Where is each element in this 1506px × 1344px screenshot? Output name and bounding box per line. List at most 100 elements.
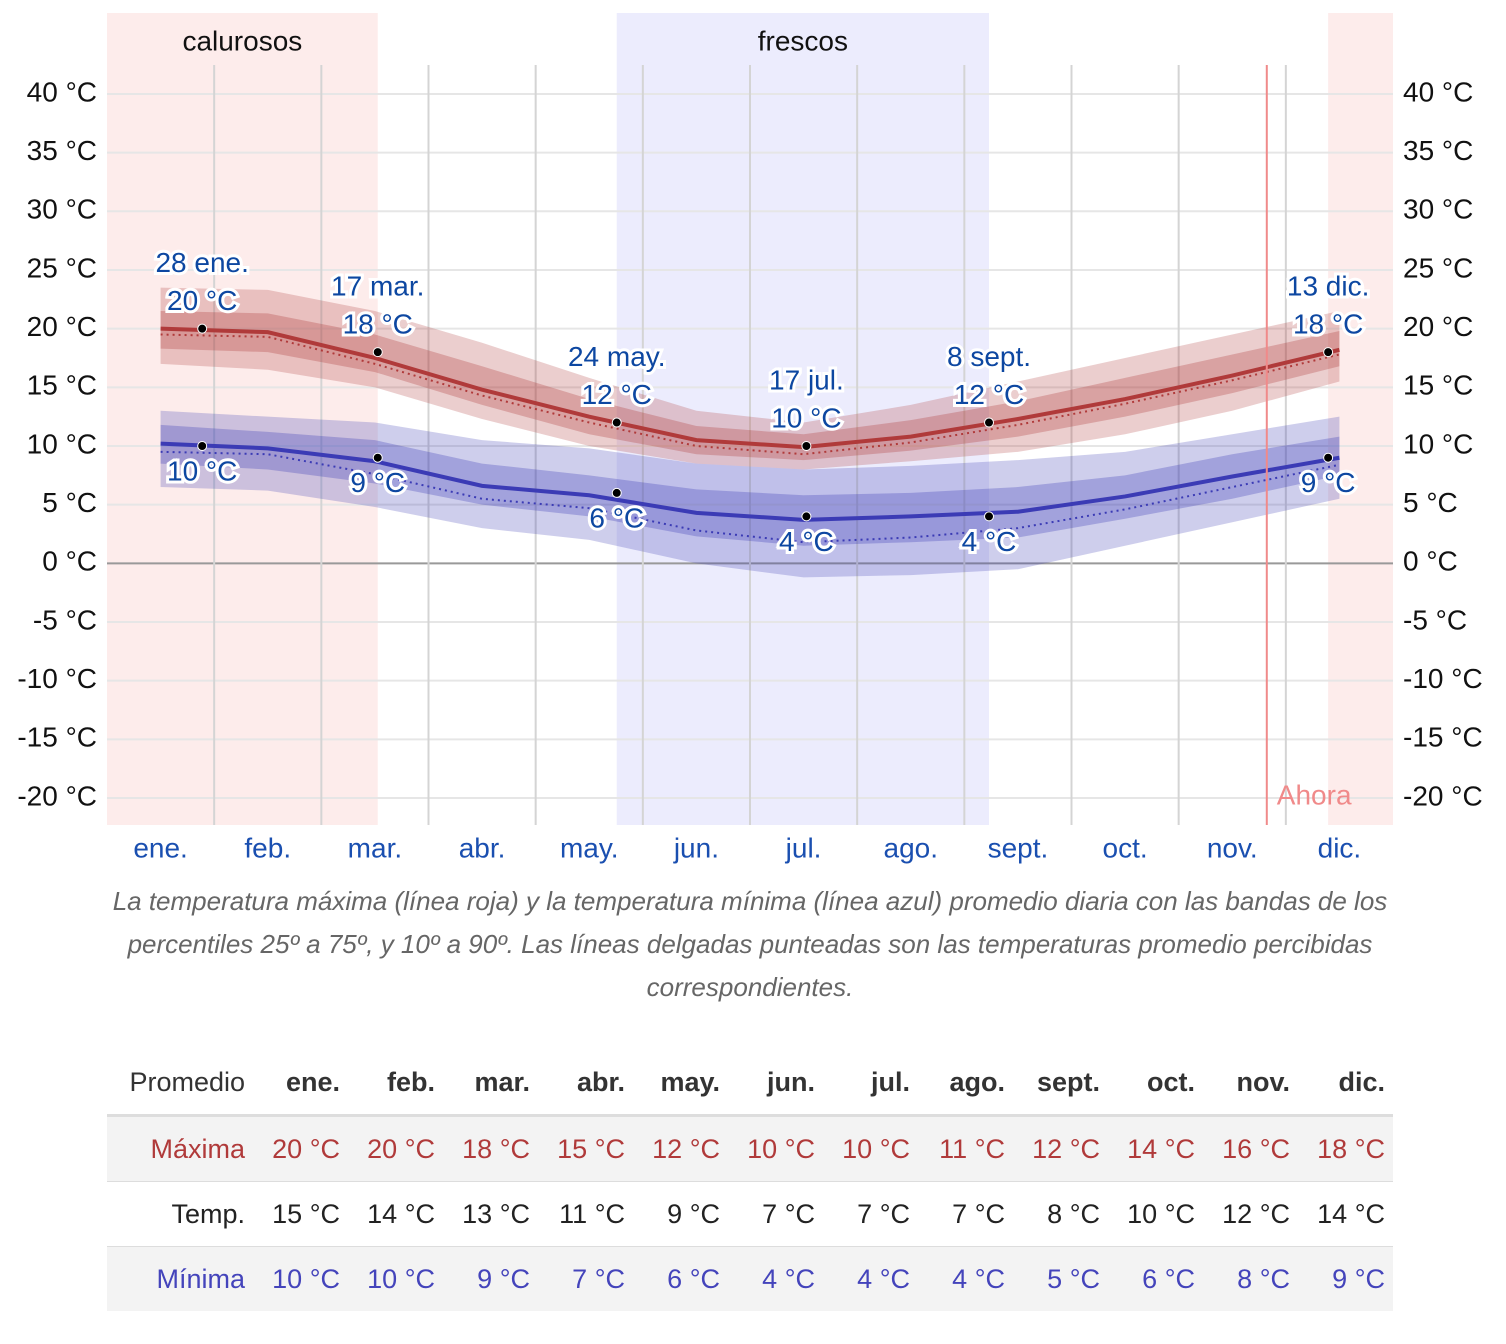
table-cell: 14 °C — [1317, 1198, 1385, 1229]
table-cell: 5 °C — [1047, 1263, 1100, 1294]
row-label: Temp. — [171, 1198, 245, 1229]
y-tick-label: -15 °C — [17, 722, 97, 753]
annotation-value: 4 °C — [962, 526, 1017, 557]
table-body: Máxima 20 °C 20 °C 18 °C 15 °C 12 °C 10 °C 10 °… — [107, 1115, 1393, 1311]
y-tick-label: 25 °C — [27, 252, 97, 283]
annotation-value: 20 °C — [167, 285, 237, 316]
table-header-cell: abr. — [538, 1050, 633, 1117]
row-label: Máxima — [150, 1133, 245, 1164]
annotation-value: 6 °C — [589, 502, 644, 533]
y-tick-label: -20 °C — [17, 780, 97, 811]
table-cell: 11 °C — [559, 1198, 625, 1229]
series-line — [160, 326, 1340, 450]
x-tick-label: ene. — [133, 832, 188, 863]
season-label: calurosos — [182, 25, 302, 56]
table-cell: 8 °C — [1047, 1198, 1100, 1229]
table-cell: 9 °C — [1332, 1263, 1385, 1294]
y-tick-label: 40 °C — [27, 76, 97, 107]
table-header-cell: sept. — [1013, 1050, 1108, 1117]
table-cell: 7 °C — [572, 1263, 625, 1294]
percentile-band — [160, 410, 1340, 578]
annotation-date: 17 jul. — [769, 364, 844, 395]
table-cell: 14 °C — [367, 1198, 435, 1229]
table-cell: 4 °C — [857, 1263, 910, 1294]
table-header: Promedio ene. feb. mar. abr. may. jun. jul. ago.… — [107, 1050, 1393, 1117]
table-header-cell: ene. — [253, 1050, 348, 1117]
table-cell: 10 °C — [272, 1263, 340, 1294]
x-tick-label: ago. — [884, 832, 939, 863]
now-label: Ahora — [1277, 779, 1352, 810]
table-header-cell: mar. — [443, 1050, 538, 1117]
y-tick-label-right: 30 °C — [1403, 194, 1473, 225]
y-tick-label: 15 °C — [27, 370, 97, 401]
series-line — [160, 441, 1340, 522]
table-cell: 16 °C — [1222, 1133, 1290, 1164]
table-row: Máxima 20 °C 20 °C 18 °C 15 °C 12 °C 10 °C 10 °… — [107, 1115, 1393, 1182]
annotation-date: 8 sept. — [947, 341, 1031, 372]
y-tick-label-right: -15 °C — [1403, 722, 1483, 753]
table-cell: 11 °C — [939, 1133, 1005, 1164]
table-header-cell: jul. — [823, 1050, 918, 1117]
table-cell: 10 °C — [367, 1263, 435, 1294]
y-tick-label-right: 5 °C — [1403, 487, 1458, 518]
annotation-date: 24 may. — [568, 341, 666, 372]
season-band — [107, 13, 378, 825]
y-tick-label: 10 °C — [27, 428, 97, 459]
season-label: frescos — [758, 25, 848, 56]
table-cell: 14 °C — [1127, 1133, 1195, 1164]
y-tick-label-right: 15 °C — [1403, 370, 1473, 401]
table-header-cell: oct. — [1108, 1050, 1203, 1117]
y-tick-label-right: 25 °C — [1403, 252, 1473, 283]
table-cell: 15 °C — [557, 1133, 625, 1164]
annotation-dot — [984, 511, 995, 522]
table-header-cell: dic. — [1298, 1050, 1393, 1117]
x-tick-label: may. — [560, 832, 619, 863]
x-tick-label: oct. — [1103, 832, 1148, 863]
annotation-value: 10 °C — [167, 455, 237, 486]
y-tick-label-right: 20 °C — [1403, 311, 1473, 342]
annotation-value: 4 °C — [779, 526, 834, 557]
table-cell: 13 °C — [462, 1198, 530, 1229]
season-band — [1328, 13, 1393, 825]
x-tick-label: abr. — [459, 832, 506, 863]
x-tick-label: jul. — [785, 832, 822, 863]
table-cell: 10 °C — [747, 1133, 815, 1164]
table-row: Temp. 15 °C 14 °C 13 °C 11 °C 9 °C 7 °C 7 °C 7 °… — [107, 1181, 1393, 1247]
season-band — [616, 13, 990, 825]
table-header-cell: feb. — [348, 1050, 443, 1117]
annotation-dot — [1323, 347, 1334, 358]
table-cell: 12 °C — [1032, 1133, 1100, 1164]
percentile-band — [160, 424, 1340, 546]
table-cell: 9 °C — [477, 1263, 530, 1294]
row-label: Mínima — [156, 1263, 245, 1294]
annotation-dot — [197, 323, 208, 334]
annotation-dot — [1323, 452, 1334, 463]
table-cell: 18 °C — [462, 1133, 530, 1164]
table-cell: 12 °C — [1222, 1198, 1290, 1229]
percentile-band — [160, 311, 1340, 461]
table-header-cell: ago. — [918, 1050, 1013, 1117]
table-cell: 7 °C — [857, 1198, 910, 1229]
feels-like-line — [160, 450, 1340, 544]
y-tick-label-right: 35 °C — [1403, 135, 1473, 166]
annotation-value: 12 °C — [582, 379, 652, 410]
y-tick-label: 20 °C — [27, 311, 97, 342]
table-cell: 20 °C — [272, 1133, 340, 1164]
x-tick-label: mar. — [348, 832, 402, 863]
chart: calurosos frescos 40 °C 40 °C 35 °C 35 °C 30 °… — [17, 13, 1483, 863]
table-header-cell: jun. — [728, 1050, 823, 1117]
table-cell: 6 °C — [667, 1263, 720, 1294]
x-tick-label: dic. — [1318, 832, 1362, 863]
y-tick-label: 5 °C — [42, 487, 97, 518]
annotation-value: 10 °C — [771, 402, 841, 433]
table-cell: 7 °C — [762, 1198, 815, 1229]
y-tick-label: 30 °C — [27, 194, 97, 225]
annotation-dot — [372, 452, 383, 463]
table-cell: 6 °C — [1142, 1263, 1195, 1294]
annotation-dot — [372, 347, 383, 358]
y-tick-label: -10 °C — [17, 663, 97, 694]
y-tick-label: -5 °C — [33, 604, 97, 635]
annotation-date: 13 dic. — [1287, 271, 1370, 302]
table-row: Mínima 10 °C 10 °C 9 °C 7 °C 6 °C 4 °C 4 °C 4 °C… — [107, 1246, 1393, 1311]
table-cell: 20 °C — [367, 1133, 435, 1164]
